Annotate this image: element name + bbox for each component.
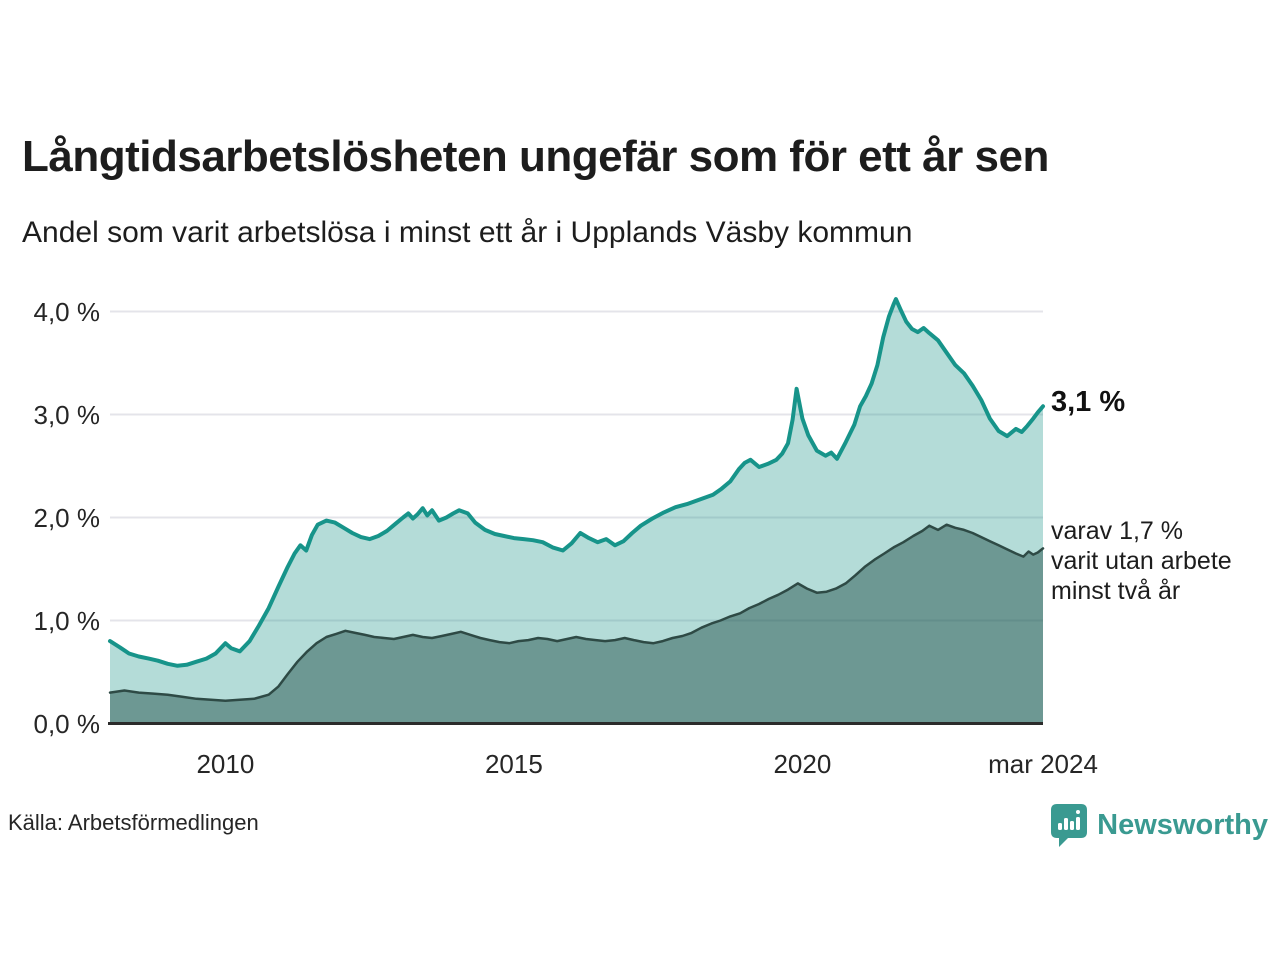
source-note: Källa: Arbetsförmedlingen: [8, 810, 259, 835]
y-tick-label: 4,0 %: [33, 296, 101, 327]
y-tick-label: 3,0 %: [33, 399, 101, 430]
x-tick-label: 2015: [484, 749, 543, 779]
y-tick-label: 1,0 %: [33, 605, 101, 636]
newsworthy-wordmark: Newsworthy: [1097, 808, 1268, 841]
series-line: [108, 297, 1045, 668]
x-tick-label: 2020: [773, 749, 832, 779]
y-tick-label: 0,0 %: [33, 708, 101, 739]
newsworthy-logo: Newsworthy: [1049, 802, 1268, 848]
series-line: [108, 523, 1045, 703]
page-title: Långtidsarbetslösheten ungefär som för e…: [22, 132, 1049, 181]
two-year-annotation-line: minst två år: [1051, 577, 1181, 605]
area-fill-0: [110, 299, 1043, 724]
two-year-annotation-line: varit utan arbete: [1051, 547, 1232, 575]
x-tick-label: mar 2024: [988, 749, 1098, 779]
area-fill-1: [110, 524, 1043, 724]
newsworthy-speech-bubble-bar-chart-icon: [1051, 804, 1088, 847]
y-tick-label: 2,0 %: [33, 502, 101, 533]
two-year-annotation: varav 1,7 % varit utan arbete minst två …: [1051, 516, 1232, 606]
page-subtitle: Andel som varit arbetslösa i minst ett å…: [22, 216, 913, 249]
two-year-annotation-line: varav 1,7 %: [1051, 517, 1184, 545]
x-tick-label: 2010: [196, 749, 255, 779]
latest-value-annotation: 3,1 %: [1051, 386, 1126, 418]
